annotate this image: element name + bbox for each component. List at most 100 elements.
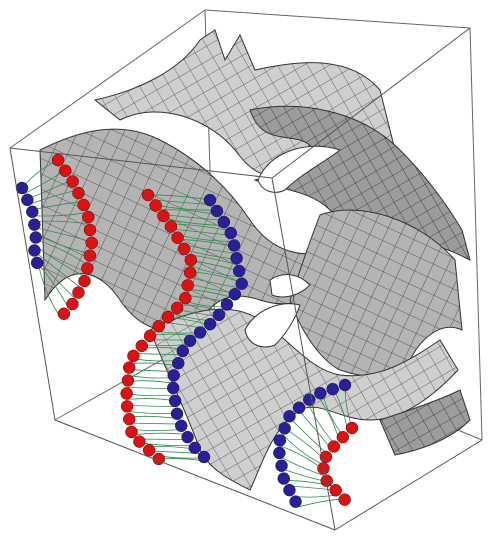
lipid-head [293,402,305,414]
lipid-head [204,194,216,206]
lipid-head [123,413,135,425]
lipid-head [28,219,40,231]
lipid-head [58,308,70,320]
lipid-head [339,379,351,391]
lipid-head [123,362,135,374]
lipid-head [168,369,180,381]
lipid-head [136,340,148,352]
lipid-head [185,254,197,266]
lipid-head [328,441,340,453]
lipid-head [67,176,79,188]
lipid-tail [127,393,175,395]
lipid-head [194,326,206,338]
page: (() => { const data = JSON.parse(documen… [0,0,496,538]
lipid-tail [128,411,177,413]
lipid-tail [298,499,344,507]
lipid-head [279,422,291,434]
lipid-head [213,309,225,321]
lipid-head [81,262,93,274]
lipid-head [211,205,223,217]
lipid-head [169,395,181,407]
lipid-head [78,199,90,211]
lipid-head [171,302,183,314]
lipid-head [165,221,177,233]
lipid-head [218,216,230,228]
lipid-head [290,496,302,508]
lipid-head [229,288,241,300]
lipid-head [127,350,139,362]
lipid-head [175,420,187,432]
lipid-head [177,345,189,357]
lipid-head [21,194,33,206]
lipid-head [283,484,295,496]
lipid-head [274,434,286,446]
lipid-head [72,287,84,299]
lipid-head [184,267,196,279]
lipid-head [278,473,290,485]
lipid-tail [129,416,178,418]
lipid-head [157,210,169,222]
lipid-head [184,335,196,347]
lipid-head [143,444,155,456]
lipid-head [233,265,245,277]
lipid-head [153,320,165,332]
lipid-head [204,318,216,330]
lipid-head [31,257,43,269]
lipid-head [228,239,240,251]
lipid-head [330,484,342,496]
lipid-tail [128,381,173,383]
lipid-head [78,275,90,287]
lipid-head [221,299,233,311]
lipid-tail [130,423,180,424]
lipid-head [142,189,154,201]
lipid-head [86,237,98,249]
lipid-head [72,187,84,199]
lipid-head [121,400,133,412]
lipid-head [28,244,40,256]
lipid-head [171,408,183,420]
lipid-head [314,387,326,399]
lipid-head [346,422,358,434]
lipid-head [172,232,184,244]
lipid-head [283,410,295,422]
lipid-head [150,199,162,211]
lipid-head [225,227,237,239]
lipid-tail [127,405,176,406]
lipid-head [339,494,351,506]
lipid-tail [131,429,183,431]
lipid-head [82,211,94,223]
surface [40,30,470,490]
lipid-head [276,460,288,472]
lipid-head [84,250,96,262]
lipid-head [133,436,145,448]
lipid-head [122,375,134,387]
lipid-head [303,394,315,406]
lipid-head [327,383,339,395]
lipid-head [178,243,190,255]
lipid-head [273,447,285,459]
lipid-head [52,154,64,166]
lipid-head [182,431,194,443]
lipid-head [172,357,184,369]
lipid-head [121,387,133,399]
lipid-tail [289,417,328,454]
lipid-head [198,451,210,463]
lipid-head [167,382,179,394]
lipid-head [231,252,243,264]
lipid-head [59,165,71,177]
lipid-head [66,298,78,310]
lipid-tail [126,399,175,401]
lipid-head [236,278,248,290]
lipid-head [179,292,191,304]
gyroid-illustration [0,0,496,538]
lipid-head [125,426,137,438]
lipid-tail [132,433,186,435]
lipid-head [30,232,42,244]
lipid-head [182,279,194,291]
lipid-tail [128,376,173,378]
lipid-head [84,224,96,236]
lipid-head [189,442,201,454]
lipid-head [337,431,349,443]
lipid-tail [127,387,173,388]
lipid-head [26,206,38,218]
